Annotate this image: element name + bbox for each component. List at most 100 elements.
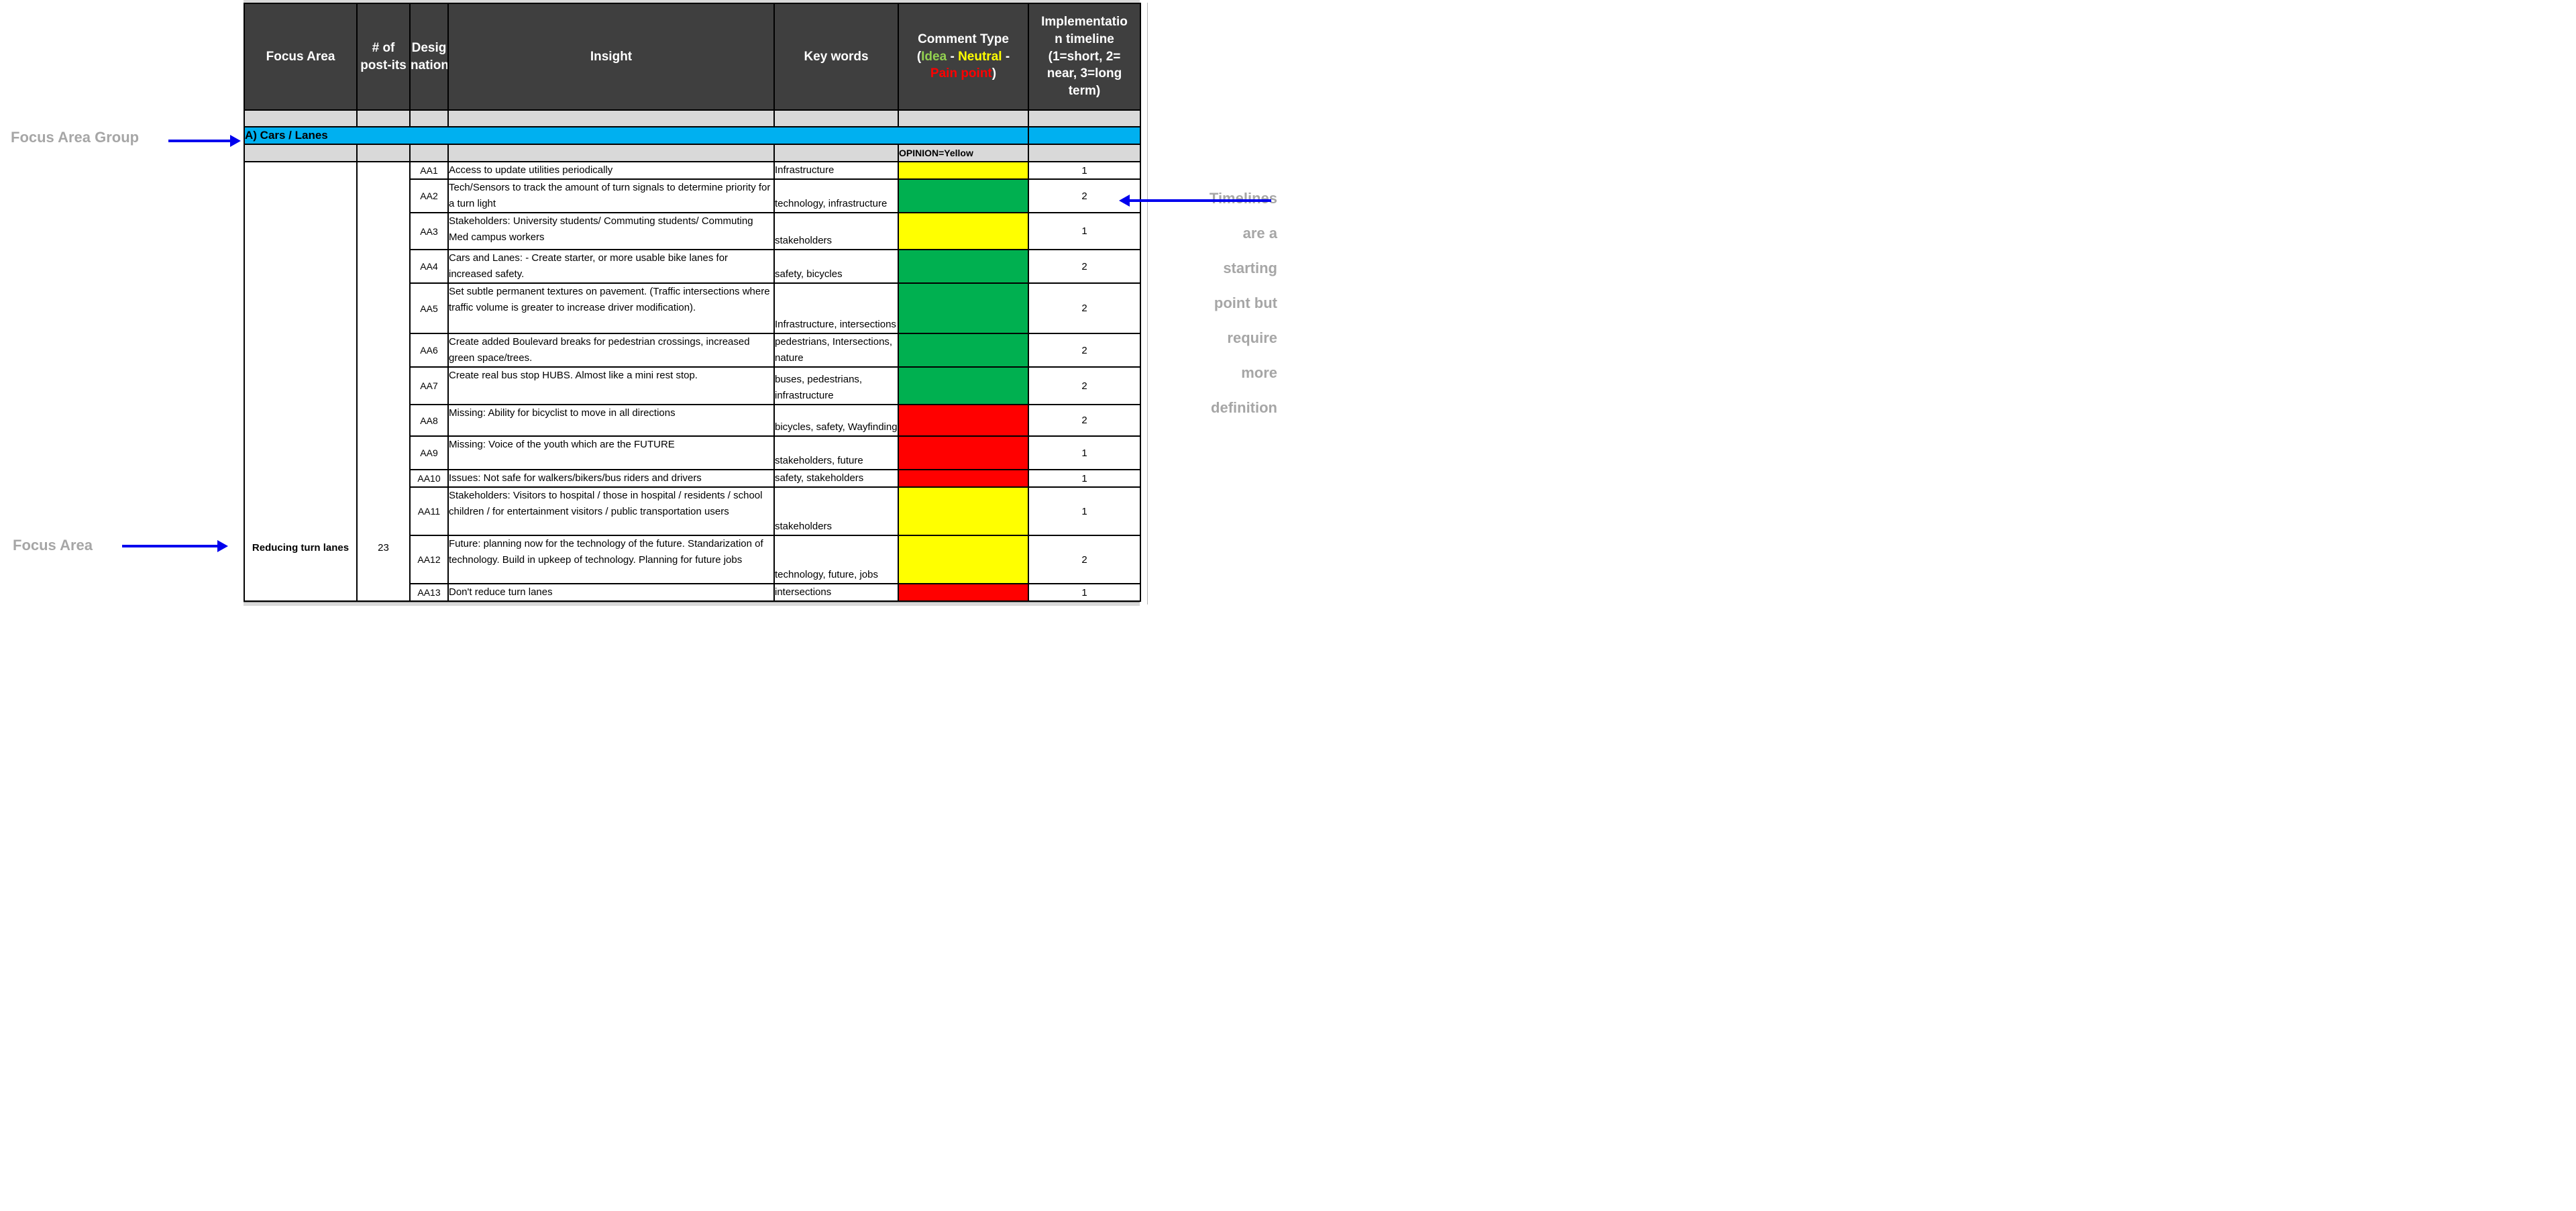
header-focus-area[interactable]: Focus Area	[244, 3, 358, 111]
timeline-cell[interactable]: 1	[1028, 435, 1141, 470]
designation-cell[interactable]: AA5	[409, 282, 449, 334]
designation-cell[interactable]: AA7	[409, 366, 449, 405]
comment-type-cell[interactable]	[898, 366, 1029, 405]
timeline-cell[interactable]: 2	[1028, 282, 1141, 334]
timeline-cell[interactable]: 1	[1028, 583, 1141, 602]
spacer-cell[interactable]	[409, 109, 449, 127]
opinion-cell[interactable]	[244, 144, 358, 162]
header-implementation-timeline[interactable]: Implementatio n timeline (1=short, 2= ne…	[1028, 3, 1141, 111]
designation-cell[interactable]: AA11	[409, 486, 449, 536]
spacer-cell[interactable]	[1028, 109, 1141, 127]
keywords-cell[interactable]: technology, future, jobs	[773, 535, 899, 584]
keywords-cell[interactable]: safety, stakeholders	[773, 469, 899, 488]
insight-cell[interactable]: Stakeholders: University students/ Commu…	[447, 212, 775, 250]
table-row: AA13 Don't reduce turn lanes intersections…	[244, 583, 1141, 602]
designation-cell[interactable]: AA12	[409, 535, 449, 584]
insight-cell[interactable]: Future: planning now for the technology …	[447, 535, 775, 584]
insight-cell[interactable]: Don't reduce turn lanes	[447, 583, 775, 602]
comment-type-cell[interactable]	[898, 469, 1029, 488]
opinion-label-cell[interactable]: OPINION=Yellow	[898, 144, 1029, 162]
spacer-cell[interactable]	[244, 109, 358, 127]
opinion-cell[interactable]	[1028, 144, 1141, 162]
gridline-right	[1147, 3, 1148, 604]
spacer-row	[244, 109, 1141, 127]
keywords-cell[interactable]: Infrastructure, intersections	[773, 282, 899, 334]
spacer-cell[interactable]	[447, 109, 775, 127]
insight-cell[interactable]: Create real bus stop HUBS. Almost like a…	[447, 366, 775, 405]
insight-cell[interactable]: Create added Boulevard breaks for pedest…	[447, 333, 775, 368]
comment-type-cell[interactable]	[898, 486, 1029, 536]
keywords-cell[interactable]: intersections	[773, 583, 899, 602]
timelines-arrow	[1130, 199, 1271, 202]
spacer-cell[interactable]	[773, 109, 899, 127]
insight-cell[interactable]: Issues: Not safe for walkers/bikers/bus …	[447, 469, 775, 488]
keywords-cell[interactable]: technology, infrastructure	[773, 178, 899, 213]
opinion-cell[interactable]	[356, 144, 411, 162]
timeline-cell[interactable]: 2	[1028, 333, 1141, 368]
designation-cell[interactable]: AA2	[409, 178, 449, 213]
spacer-cell[interactable]	[356, 109, 411, 127]
header-post-its[interactable]: # of post-its	[356, 3, 411, 111]
timeline-cell[interactable]: 2	[1028, 366, 1141, 405]
keywords-cell[interactable]: safety, bicycles	[773, 249, 899, 284]
insight-cell[interactable]: Access to update utilities periodically	[447, 161, 775, 180]
comment-type-cell[interactable]	[898, 282, 1029, 334]
header-key-words[interactable]: Key words	[773, 3, 899, 111]
header-designation[interactable]: Desig nation	[409, 3, 449, 111]
insight-cell[interactable]: Set subtle permanent textures on pavemen…	[447, 282, 775, 334]
insight-cell[interactable]: Tech/Sensors to track the amount of turn…	[447, 178, 775, 213]
insight-cell[interactable]: Stakeholders: Visitors to hospital / tho…	[447, 486, 775, 536]
timeline-cell[interactable]: 1	[1028, 486, 1141, 536]
comment-type-cell[interactable]	[898, 404, 1029, 437]
opinion-cell[interactable]	[447, 144, 775, 162]
comment-type-cell[interactable]	[898, 435, 1029, 470]
keywords-cell[interactable]: bicycles, safety, Wayfinding	[773, 404, 899, 437]
header-insight[interactable]: Insight	[447, 3, 775, 111]
comment-type-cell[interactable]	[898, 583, 1029, 602]
insight-cell[interactable]: Missing: Ability for bicyclist to move i…	[447, 404, 775, 437]
designation-cell[interactable]: AA8	[409, 404, 449, 437]
focus-area-cell[interactable]: Reducing turn lanes	[244, 161, 358, 602]
timeline-cell[interactable]: 1	[1028, 161, 1141, 180]
spreadsheet-region: Focus Area # of post-its Desig nation In…	[244, 0, 1141, 606]
timeline-cell[interactable]: 1	[1028, 212, 1141, 250]
timeline-cell[interactable]: 1	[1028, 469, 1141, 488]
keywords-cell[interactable]: stakeholders	[773, 212, 899, 250]
sheet-top-strip	[244, 0, 1140, 3]
opinion-cell[interactable]	[409, 144, 449, 162]
designation-cell[interactable]: AA4	[409, 249, 449, 284]
keywords-cell[interactable]: pedestrians, Intersections, nature	[773, 333, 899, 368]
comment-type-cell[interactable]	[898, 212, 1029, 250]
designation-cell[interactable]: AA10	[409, 469, 449, 488]
opinion-cell[interactable]	[773, 144, 899, 162]
comment-type-cell[interactable]	[898, 249, 1029, 284]
keywords-cell[interactable]: stakeholders, future	[773, 435, 899, 470]
designation-cell[interactable]: AA1	[409, 161, 449, 180]
designation-cell[interactable]: AA6	[409, 333, 449, 368]
focus-area-group-arrow	[168, 140, 230, 142]
keywords-cell[interactable]: buses, pedestrians, infrastructure	[773, 366, 899, 405]
insight-cell[interactable]: Cars and Lanes: - Create starter, or mor…	[447, 249, 775, 284]
keywords-cell[interactable]: Infrastructure	[773, 161, 899, 180]
timeline-cell[interactable]: 2	[1028, 249, 1141, 284]
comment-type-cell[interactable]	[898, 535, 1029, 584]
comment-type-cell[interactable]	[898, 333, 1029, 368]
comment-type-cell[interactable]	[898, 161, 1029, 180]
table-row: AA12 Future: planning now for the technol…	[244, 535, 1141, 584]
comment-type-cell[interactable]	[898, 178, 1029, 213]
insight-cell[interactable]: Missing: Voice of the youth which are th…	[447, 435, 775, 470]
focus-area-group-timeline-cell[interactable]	[1028, 126, 1141, 145]
header-comment-type[interactable]: Comment Type (Idea - Neutral - Pain poin…	[898, 3, 1029, 111]
designation-cell[interactable]: AA13	[409, 583, 449, 602]
timeline-cell[interactable]: 2	[1028, 404, 1141, 437]
post-its-count-cell[interactable]: 23	[356, 161, 411, 602]
designation-cell[interactable]: AA9	[409, 435, 449, 470]
spacer-cell[interactable]	[898, 109, 1029, 127]
designation-cell[interactable]: AA3	[409, 212, 449, 250]
table-row: AA10 Issues: Not safe for walkers/bikers/…	[244, 469, 1141, 488]
timeline-cell[interactable]: 2	[1028, 535, 1141, 584]
opinion-row: OPINION=Yellow	[244, 144, 1141, 162]
focus-area-group-cell[interactable]: A) Cars / Lanes	[244, 126, 1029, 145]
keywords-cell[interactable]: stakeholders	[773, 486, 899, 536]
table-row: AA4 Cars and Lanes: - Create starter, or …	[244, 249, 1141, 284]
